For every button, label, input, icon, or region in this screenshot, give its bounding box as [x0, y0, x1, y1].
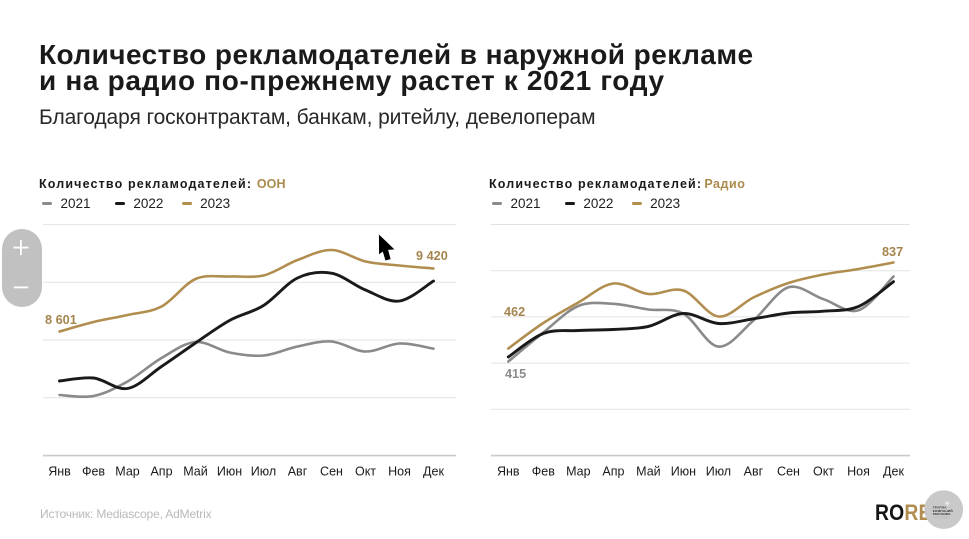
svg-text:Мар: Мар [566, 464, 591, 478]
svg-text:Дек: Дек [883, 464, 904, 478]
svg-text:РОССИИ: РОССИИ [933, 515, 948, 519]
svg-text:РЕКЛАМЫ: РЕКЛАМЫ [933, 512, 951, 516]
svg-text:Апр: Апр [602, 464, 624, 478]
svg-text:Мар: Мар [115, 464, 140, 478]
svg-text:КОМПАНИЙ: КОМПАНИЙ [933, 509, 954, 513]
svg-text:Янв: Янв [497, 464, 520, 478]
svg-text:Ноя: Ноя [847, 464, 870, 478]
svg-text:ГРУППА: ГРУППА [933, 505, 947, 509]
svg-text:Фев: Фев [82, 464, 105, 478]
svg-text:Апр: Апр [150, 464, 172, 478]
svg-text:Июн: Июн [671, 464, 696, 478]
svg-text:Май: Май [636, 464, 661, 478]
svg-text:Янв: Янв [48, 464, 71, 478]
svg-text:✳: ✳ [944, 500, 950, 508]
svg-text:Июн: Июн [217, 464, 242, 478]
svg-text:Окт: Окт [355, 464, 376, 478]
svg-text:Май: Май [183, 464, 208, 478]
svg-text:Сен: Сен [777, 464, 800, 478]
svg-text:Окт: Окт [813, 464, 834, 478]
svg-text:Сен: Сен [320, 464, 343, 478]
svg-text:Июл: Июл [251, 464, 276, 478]
svg-text:Авг: Авг [288, 464, 308, 478]
svg-text:Дек: Дек [423, 464, 444, 478]
svg-text:Ноя: Ноя [388, 464, 411, 478]
svg-text:Июл: Июл [706, 464, 731, 478]
svg-text:Авг: Авг [744, 464, 764, 478]
svg-text:Фев: Фев [532, 464, 555, 478]
